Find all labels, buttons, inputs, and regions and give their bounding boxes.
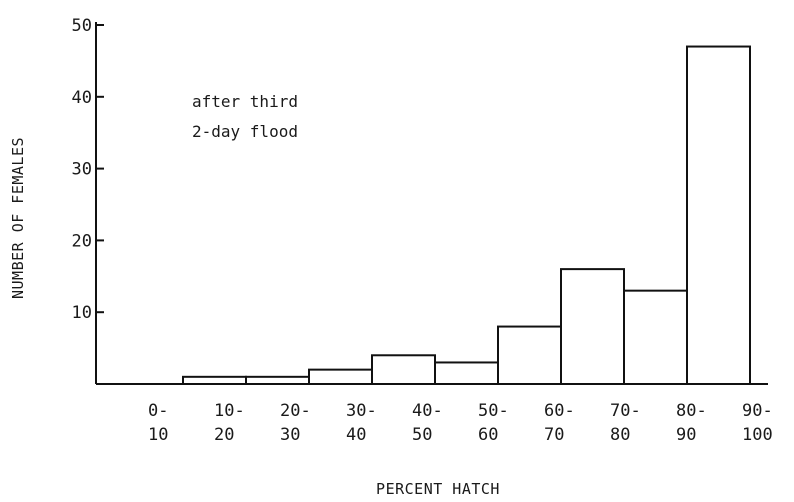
bar-60-70 [497, 325, 562, 385]
x-category-label: 30 [280, 425, 300, 445]
bars-group [182, 45, 751, 386]
bar-20-30 [245, 375, 310, 386]
x-category-label: 80 [610, 425, 630, 445]
bar-30-40 [308, 368, 373, 386]
x-category-label: 40- [412, 401, 443, 421]
y-axis-title: NUMBER OF FEMALES [9, 137, 27, 299]
x-category-label: 40 [346, 425, 366, 445]
annotation-line-1: after third [192, 92, 298, 111]
x-category-label: 90- [742, 401, 773, 421]
x-category-label: 20 [214, 425, 234, 445]
x-category-label: 30- [346, 401, 377, 421]
y-tick-label: 10 [72, 303, 92, 323]
bar-50-60 [434, 361, 499, 385]
y-tick-label: 40 [72, 88, 92, 108]
x-category-label: 70- [610, 401, 641, 421]
bar-80-90 [623, 289, 688, 385]
x-category-label: 90 [676, 425, 696, 445]
y-tick-label: 50 [72, 16, 92, 36]
bar-70-80 [560, 268, 625, 385]
annotation-line-2: 2-day flood [192, 122, 298, 141]
x-category-label: 60- [544, 401, 575, 421]
x-category-label: 20- [280, 401, 311, 421]
x-category-label: 10- [214, 401, 245, 421]
bar-90-100 [686, 45, 751, 385]
x-category-label: 100 [742, 425, 773, 445]
x-category-label: 0- [148, 401, 168, 421]
bar-10-20 [182, 375, 247, 386]
x-category-label: 60 [478, 425, 498, 445]
x-category-label: 70 [544, 425, 564, 445]
x-category-label: 50- [478, 401, 509, 421]
axes-group [95, 22, 768, 385]
x-category-labels: 0- 10 10- 20 20- 30 30- 40 40- 50 50- 60 60- 70 70- 80 8… [148, 401, 773, 445]
y-tick-label: 30 [72, 160, 92, 180]
x-axis-title: PERCENT HATCH [376, 480, 500, 498]
y-tick-label: 20 [72, 231, 92, 251]
x-category-label: 50 [412, 425, 432, 445]
y-ticks-group: 10 20 30 40 50 [72, 16, 104, 323]
x-category-label: 10 [148, 425, 168, 445]
bar-40-50 [371, 354, 436, 385]
x-category-label: 80- [676, 401, 707, 421]
